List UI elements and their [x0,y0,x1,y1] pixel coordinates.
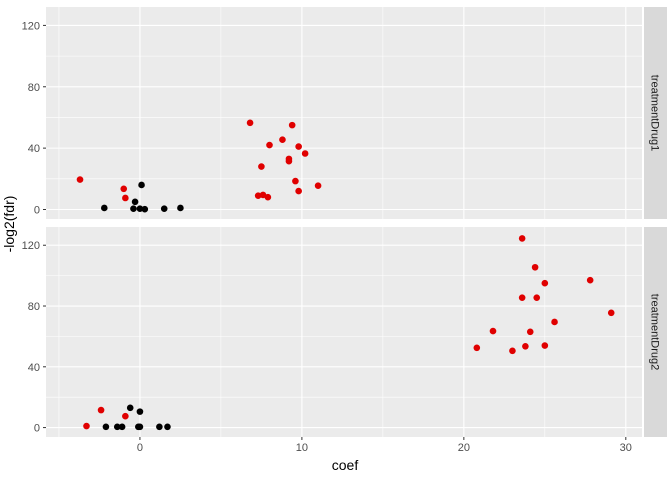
data-point-significant [285,157,293,165]
y-tick-label: 0 [34,423,40,435]
data-point-significant [489,327,497,335]
data-point-significant [533,294,541,301]
panel-background [46,227,642,437]
data-point-significant [258,163,265,170]
data-point-significant [295,187,302,195]
data-point-significant [473,344,481,352]
data-point-significant [526,328,534,336]
data-point [118,423,126,431]
x-tick-label: 20 [458,442,470,454]
data-point [141,205,149,213]
facet-strip [644,7,667,219]
data-point-significant [288,121,296,129]
data-point-significant [246,119,254,127]
y-tick-label: 40 [28,362,40,374]
facet-strip [644,227,667,437]
data-point [177,204,184,212]
data-point-significant [518,294,526,301]
data-point [126,404,134,412]
data-point-significant [254,192,262,199]
facet-strip-label: treatmentDrug2 [649,294,661,370]
y-tick-label: 120 [22,240,40,252]
data-point [156,423,163,431]
data-point-significant [551,318,558,326]
data-point-significant [301,150,309,157]
data-point [101,204,108,212]
panel-background [46,7,642,219]
data-point-significant [292,177,299,185]
data-point-significant [76,176,84,183]
data-point-significant [122,412,129,420]
data-point [138,181,145,189]
y-tick-label: 120 [22,20,40,32]
data-point-significant [266,141,273,149]
data-point [164,423,171,431]
data-point-significant [518,235,526,242]
data-point [160,205,168,213]
data-point-significant [83,422,90,430]
data-point [136,408,144,415]
y-tick-label: 80 [28,301,40,313]
data-point-significant [97,406,105,414]
y-tick-label: 80 [28,82,40,94]
data-point-significant [120,185,128,193]
data-point-significant [531,263,539,271]
data-point [113,423,121,431]
data-point [102,423,110,431]
data-point-significant [122,194,129,202]
facet-panel-treatmentDrug2: 0 40 80 120 treatmentDrug2 [22,227,667,437]
x-tick-label: 30 [620,442,632,454]
data-point-significant [541,342,549,349]
data-point [136,205,144,213]
data-point-significant [509,347,516,355]
data-point [131,198,139,206]
data-point-significant [586,276,594,284]
data-point-significant [314,182,322,190]
data-point-significant [607,309,615,317]
y-tick-label: 40 [28,143,40,155]
data-point-significant [541,279,549,287]
facet-panel-treatmentDrug1: 0 40 80 120 treatmentDrug1 [22,7,667,219]
x-tick-label: 0 [137,442,143,454]
data-point-significant [295,143,302,150]
data-point [136,423,144,431]
y-axis-title: -log2(fdr) [1,196,17,253]
data-point-significant [264,193,272,201]
facet-strip-label: treatmentDrug1 [649,75,661,151]
y-tick-label: 0 [34,204,40,216]
x-axis-title: coef [332,457,359,473]
data-point [130,205,137,213]
data-point-significant [279,136,286,143]
x-tick-label: 10 [296,442,308,454]
data-point-significant [522,342,529,350]
